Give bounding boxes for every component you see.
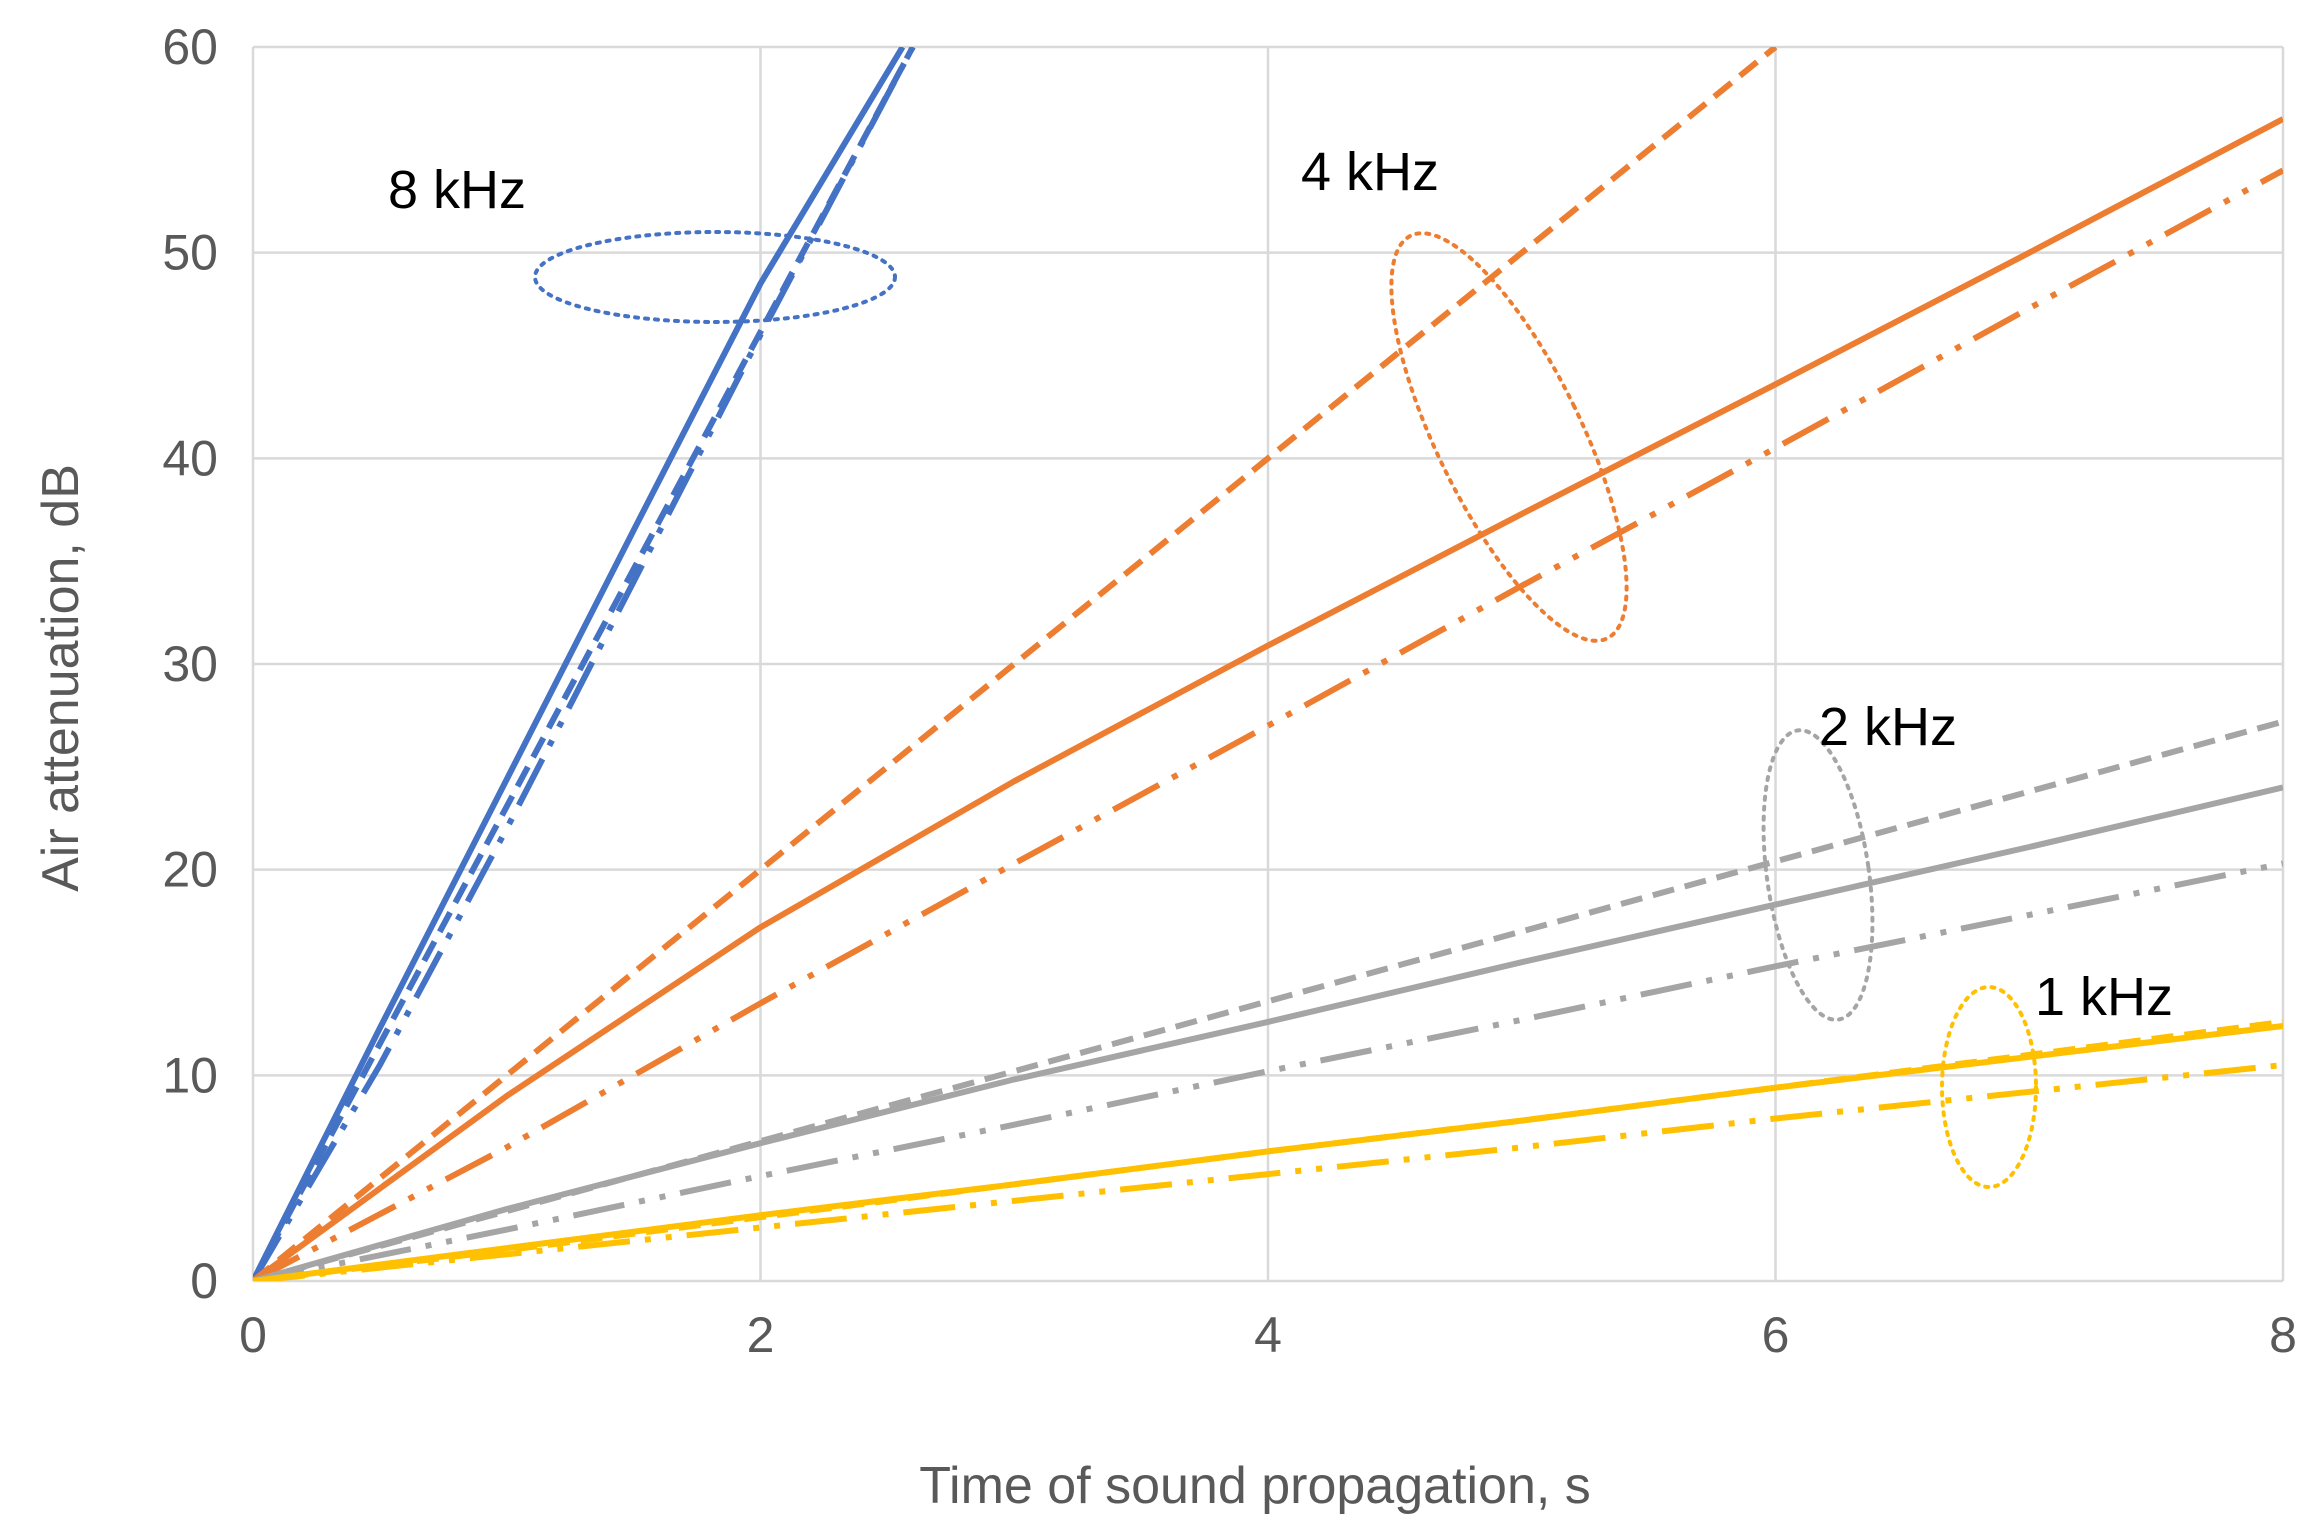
group-label-8khz: 8 kHz [388,160,526,220]
group-ellipse-8khz [533,230,897,324]
x-tick-label: 8 [2269,1307,2297,1363]
y-tick-labels: 0 10 20 30 40 50 60 [162,19,218,1309]
x-tick-label: 0 [239,1307,267,1363]
series-lines [253,47,2283,1281]
group-labels: 8 kHz 4 kHz 2 kHz 1 kHz [388,142,2173,1027]
series-line-2khz-solid [253,784,2283,1281]
x-tick-label: 6 [1762,1307,1790,1363]
series-line-4khz-dashed [253,47,1778,1281]
group-markers [533,230,2038,1189]
group-label-2khz: 2 kHz [1819,697,1957,757]
series-line-8khz-dash-dot-dot [253,47,916,1281]
series-line-8khz-dashed [253,47,916,1281]
y-tick-label: 60 [162,19,218,75]
y-tick-label: 30 [162,636,218,692]
group-label-1khz: 1 kHz [2035,967,2173,1027]
series-line-1khz-dash-dot-dot [253,1062,2283,1281]
group-ellipse-1khz [1940,985,2038,1189]
x-tick-label: 2 [747,1307,775,1363]
series-line-4khz-dash-dot-dot [253,167,2283,1281]
x-axis-title: Time of sound propagation, s [919,1457,1591,1515]
x-tick-label: 4 [1254,1307,1282,1363]
y-tick-label: 40 [162,430,218,486]
series-line-1khz-solid [253,1023,2283,1281]
y-tick-label: 20 [162,842,218,898]
group-ellipse-4khz [1389,231,1629,643]
series-line-8khz-solid [253,47,906,1281]
group-ellipse-2khz [1761,728,1875,1022]
y-tick-label: 0 [190,1253,218,1309]
y-tick-label: 50 [162,225,218,281]
series-line-4khz-solid [253,116,2283,1281]
y-axis-title: Air attenuation, dB [32,464,90,892]
group-label-4khz: 4 kHz [1301,142,1439,202]
x-tick-labels: 0 2 4 6 8 [239,1307,2297,1363]
series-line-2khz-dash-dot-dot [253,860,2283,1281]
y-tick-label: 10 [162,1047,218,1103]
grid [251,45,2285,1283]
